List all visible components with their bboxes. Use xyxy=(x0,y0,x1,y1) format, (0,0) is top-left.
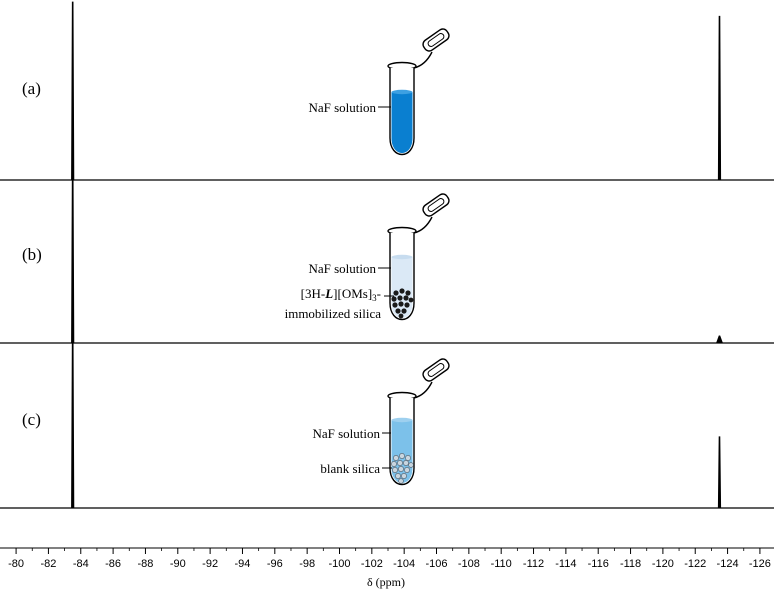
x-tick-label: -126 xyxy=(749,558,771,570)
peak-panel-0-1 xyxy=(717,15,722,181)
x-tick-label: -96 xyxy=(267,558,283,570)
panel-label-b: (b) xyxy=(22,245,42,264)
peak-panel-1-1 xyxy=(715,335,724,344)
x-tick-label: -112 xyxy=(523,558,544,570)
annotation-b-naf: NaF solution xyxy=(308,261,376,276)
x-tick-label: -118 xyxy=(620,558,641,570)
x-tick-label: -90 xyxy=(170,558,186,570)
x-tick-label: -98 xyxy=(299,558,315,570)
peak-panel-1-0 xyxy=(71,164,75,344)
annotation-b-complex: [3H-L][OMs]3- xyxy=(301,286,381,303)
x-axis-title: δ (ppm) xyxy=(367,575,405,589)
annotation-a-naf: NaF solution xyxy=(308,100,376,115)
silica-particles-dark xyxy=(391,288,414,319)
panel-label-a: (a) xyxy=(22,79,41,98)
x-tick-label: -104 xyxy=(393,558,415,570)
solution-fill-a xyxy=(391,92,413,153)
solution-fill-c xyxy=(391,420,413,483)
x-tick-label: -108 xyxy=(458,558,480,570)
x-tick-label: -82 xyxy=(40,558,56,570)
x-tick-label: -120 xyxy=(652,558,674,570)
x-tick-label: -124 xyxy=(717,558,739,570)
peak-panel-2-0 xyxy=(71,329,75,509)
annotation-c-naf: NaF solution xyxy=(312,426,380,441)
x-tick-label: -116 xyxy=(588,558,609,570)
x-tick-label: -94 xyxy=(235,558,251,570)
x-tick-label: -110 xyxy=(491,558,512,570)
x-tick-label: -80 xyxy=(8,558,24,570)
annotation-b-immobilized: immobilized silica xyxy=(285,306,382,321)
x-tick-label: -100 xyxy=(328,558,350,570)
x-tick-label: -106 xyxy=(425,558,447,570)
x-tick-label: -92 xyxy=(202,558,218,570)
annotation-c-blank: blank silica xyxy=(320,461,380,476)
x-tick-label: -102 xyxy=(361,558,383,570)
tube-b-illustration xyxy=(387,193,450,320)
tube-c-illustration xyxy=(387,358,450,485)
peak-panel-0-0 xyxy=(71,1,75,181)
x-tick-label: -84 xyxy=(73,558,89,570)
x-tick-label: -86 xyxy=(105,558,121,570)
spectrum-traces xyxy=(0,1,774,509)
peak-panel-2-1 xyxy=(717,436,722,509)
silica-particles-blank xyxy=(391,453,414,484)
x-axis: -80 -82 -84 -86 -88 -90 -92 -94 -96 -98 -100 -102 -1… xyxy=(0,547,774,570)
solution-fill-b xyxy=(391,257,413,318)
x-tick-label: -122 xyxy=(684,558,706,570)
x-tick-label: -88 xyxy=(137,558,153,570)
panel-label-c: (c) xyxy=(22,410,41,429)
x-tick-label: -114 xyxy=(555,558,576,570)
tube-a-illustration xyxy=(387,28,450,155)
